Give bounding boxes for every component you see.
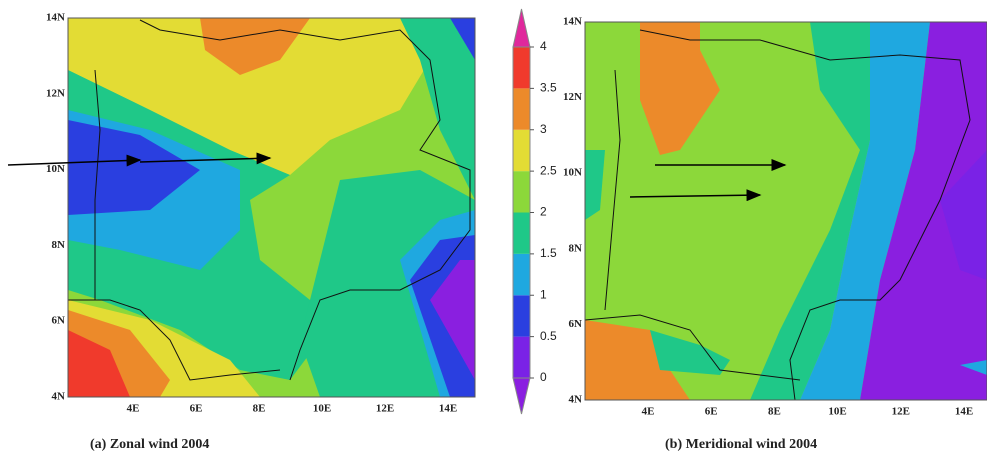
colorbar-label: 4 xyxy=(540,39,547,53)
y-tick-label: 6N xyxy=(52,315,66,327)
plot-frame xyxy=(584,21,987,401)
colorbar-segment xyxy=(513,129,530,172)
y-tick-label: 8N xyxy=(569,242,583,254)
colorbar-label: 0 xyxy=(540,370,547,384)
colorbar-label: 2.5 xyxy=(540,163,557,177)
colorbar-segment xyxy=(513,47,530,89)
y-tick-label: 4N xyxy=(52,391,66,403)
y-tick-label: 6N xyxy=(569,318,583,330)
colorbar-segment xyxy=(513,212,530,254)
zonal-map xyxy=(68,18,475,397)
y-tick-label: 12N xyxy=(46,87,65,99)
colorbar-segment xyxy=(513,88,530,130)
x-tick-label: 10E xyxy=(313,403,331,415)
arrow xyxy=(629,189,762,202)
y-tick-label: 14N xyxy=(46,12,65,24)
y-tick-label: 10N xyxy=(563,167,582,179)
x-tick-label: 4E xyxy=(642,406,655,418)
y-tick-label: 14N xyxy=(563,16,582,28)
meridional-map xyxy=(585,22,987,400)
colorbar-segment xyxy=(513,253,530,296)
colorbar-segment xyxy=(513,295,530,337)
x-tick-label: 4E xyxy=(127,403,140,415)
colorbar-label: 0.5 xyxy=(540,329,557,343)
x-tick-label: 14E xyxy=(955,406,973,418)
x-tick-label: 10E xyxy=(828,406,846,418)
y-tick-label: 4N xyxy=(569,394,583,406)
colorbar-segment xyxy=(513,336,530,378)
colorbar-label: 2 xyxy=(540,205,547,219)
x-tick-label: 6E xyxy=(705,406,718,418)
y-tick-label: 10N xyxy=(46,163,65,175)
colorbar-label: 1.5 xyxy=(540,246,557,260)
colorbar-extension xyxy=(512,377,531,415)
x-tick-label: 12E xyxy=(892,406,910,418)
x-tick-label: 12E xyxy=(376,403,394,415)
y-tick-label: 12N xyxy=(563,91,582,103)
x-tick-label: 6E xyxy=(190,403,203,415)
arrow xyxy=(139,152,272,165)
x-tick-label: 14E xyxy=(439,403,457,415)
caption: (b) Meridional wind 2004 xyxy=(665,437,817,452)
caption: (a) Zonal wind 2004 xyxy=(90,437,209,452)
colorbar-label: 3 xyxy=(540,122,547,136)
colorbar-label: 3.5 xyxy=(540,81,557,95)
arrow xyxy=(7,154,142,167)
plot-frame xyxy=(67,17,476,398)
colorbar-label: 1 xyxy=(540,287,547,301)
x-tick-label: 8E xyxy=(253,403,266,415)
colorbar-segment xyxy=(513,171,530,213)
y-tick-label: 8N xyxy=(52,239,66,251)
x-tick-label: 8E xyxy=(768,406,781,418)
colorbar-extension xyxy=(512,8,531,48)
